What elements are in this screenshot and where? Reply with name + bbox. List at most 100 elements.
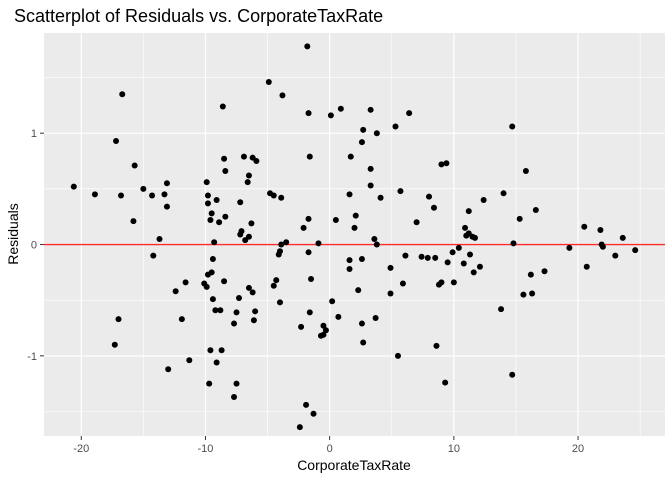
data-point [612, 252, 619, 259]
x-tick-label: 20 [572, 443, 584, 455]
data-point [438, 161, 445, 168]
data-point [265, 78, 272, 85]
data-point [276, 299, 283, 306]
data-point [270, 282, 277, 289]
data-point [510, 240, 517, 247]
data-point [245, 233, 252, 240]
data-point [322, 327, 329, 334]
data-point [209, 296, 216, 303]
data-point [249, 289, 256, 296]
data-point [222, 213, 229, 220]
data-point [394, 352, 401, 359]
data-point [509, 123, 516, 130]
data-point [248, 220, 255, 227]
data-point [305, 215, 312, 222]
y-axis-title: Residuals [5, 203, 21, 264]
data-point [150, 252, 157, 259]
data-point [298, 323, 305, 330]
data-point [320, 331, 327, 338]
data-point [300, 224, 307, 231]
x-axis-ticks: -20 -10 0 10 20 [73, 436, 584, 455]
data-point [360, 339, 367, 346]
x-tick-label: 0 [327, 443, 333, 455]
data-point [279, 92, 286, 99]
data-point [337, 105, 344, 112]
data-point [161, 191, 168, 198]
data-point [115, 316, 122, 323]
data-point [306, 153, 313, 160]
data-point [244, 179, 251, 186]
data-point [430, 204, 437, 211]
data-point [418, 253, 425, 260]
data-point [308, 276, 315, 283]
data-point [270, 192, 277, 199]
data-point [470, 269, 477, 276]
data-point [213, 196, 220, 203]
data-point [240, 153, 247, 160]
data-point [303, 401, 310, 408]
chart-title: Scatterplot of Residuals vs. CorporateTa… [14, 6, 383, 26]
data-point [399, 280, 406, 287]
data-point [91, 191, 98, 198]
data-point [201, 280, 208, 287]
x-tick-label: -20 [73, 443, 89, 455]
data-point [532, 207, 539, 214]
data-point [211, 239, 218, 246]
x-tick-label: 10 [448, 443, 460, 455]
data-point [516, 215, 523, 222]
data-point [566, 244, 573, 251]
data-point [182, 279, 189, 286]
data-point [352, 212, 359, 219]
data-point [218, 347, 225, 354]
data-point [252, 308, 259, 315]
data-point [498, 306, 505, 313]
data-point [118, 192, 125, 199]
data-point [245, 284, 252, 291]
data-point [233, 309, 240, 316]
data-point [204, 192, 211, 199]
data-point [465, 208, 472, 215]
data-point [467, 251, 474, 258]
data-point [581, 223, 588, 230]
data-point [172, 288, 179, 295]
data-point [273, 277, 280, 284]
data-point [367, 106, 374, 113]
data-point [460, 260, 467, 267]
data-point [304, 43, 311, 50]
data-point [392, 123, 399, 130]
data-point [455, 244, 462, 251]
y-tick-label: 1 [31, 128, 37, 140]
data-point [358, 139, 365, 146]
data-point [355, 287, 362, 294]
data-point [253, 158, 260, 165]
major-gridlines [44, 33, 665, 436]
data-point [373, 241, 380, 248]
data-point [443, 160, 450, 167]
data-point [329, 298, 336, 305]
data-point [377, 194, 384, 201]
data-point [209, 255, 216, 262]
data-point [500, 190, 507, 197]
data-point [449, 249, 456, 256]
data-point [444, 259, 451, 266]
data-point [367, 165, 374, 172]
data-point [433, 342, 440, 349]
data-point [360, 126, 367, 133]
data-point [208, 210, 215, 217]
data-point [332, 217, 339, 224]
data-point [204, 271, 211, 278]
data-point [178, 316, 185, 323]
data-point [140, 185, 147, 192]
data-point [387, 264, 394, 271]
data-point [219, 103, 226, 110]
data-point [315, 240, 322, 247]
data-point [231, 394, 238, 401]
data-point [305, 249, 312, 256]
data-point [347, 153, 354, 160]
data-point [278, 241, 285, 248]
plot-panel [44, 33, 665, 436]
data-point [207, 217, 214, 224]
data-point [462, 224, 469, 231]
data-point [346, 191, 353, 198]
